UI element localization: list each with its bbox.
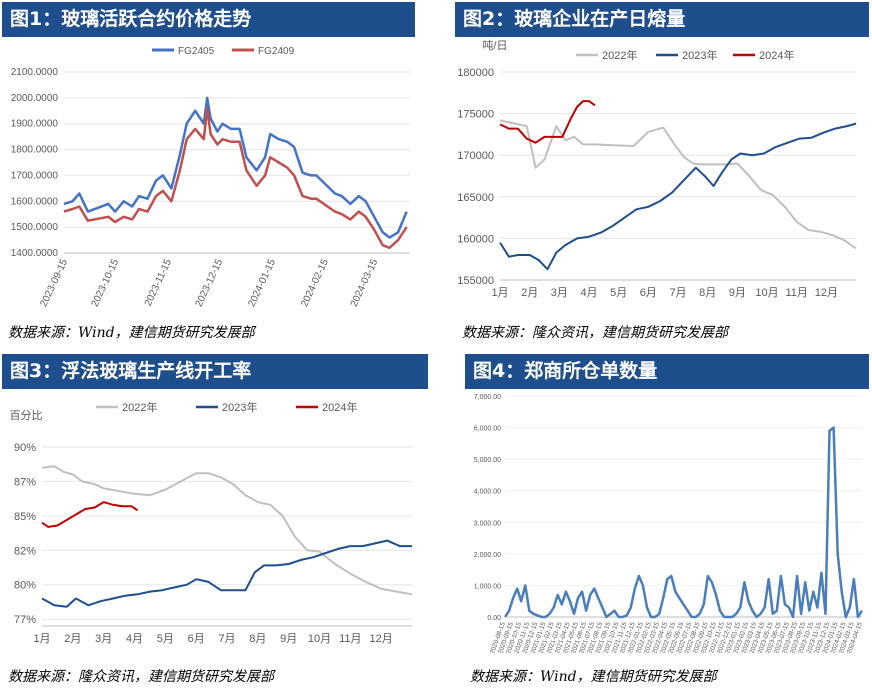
x-tick-label: 2024-01-15 [246, 257, 278, 308]
legend-label-2024年: 2024年 [322, 400, 357, 414]
legend-label-2023年: 2023年 [222, 400, 257, 414]
panel1-title: 图1：玻璃活跃合约价格走势 [10, 8, 252, 30]
y-tick-label: 87% [14, 476, 36, 488]
x-tick-label: 2月 [64, 633, 81, 645]
x-tick-label: 2023-11-15 [143, 257, 174, 308]
x-tick-label: 2023-10-15 [90, 257, 122, 308]
x-tick-label: 11月 [339, 633, 361, 645]
legend-label-2023年: 2023年 [682, 48, 717, 62]
y-tick-label: 2100.0000 [11, 67, 59, 78]
x-tick-label: 4月 [126, 633, 143, 645]
x-tick-label: 9月 [280, 633, 297, 645]
y-tick-label: 2000.0000 [11, 93, 59, 104]
x-tick-label: 7月 [669, 287, 686, 299]
y-tick-label: 1400.0000 [11, 248, 59, 259]
chart-float-glass-rate: 77% 80% 82% 85% 87% 90% 1月 2月 3月 4月 5月 6月 7月 8月 9月 10月 1… [10, 400, 413, 645]
x-tick-label: 2024-02-15 [299, 257, 331, 308]
legend-label-FG2409: FG2409 [258, 46, 295, 57]
x-tick-label: 12月 [370, 633, 393, 645]
y-tick-label: 1700.0000 [11, 170, 59, 181]
panel4-title: 图4：郑商所仓单数量 [473, 360, 658, 382]
x-tick-label: 1月 [33, 633, 50, 645]
x-tick-label: 3月 [95, 633, 112, 645]
x-tick-label: 8月 [699, 287, 716, 299]
legend-label-2022年: 2022年 [122, 400, 157, 414]
panel2-title: 图2：玻璃企业在产日熔量 [463, 8, 686, 30]
unit-label: 吨/日 [482, 39, 507, 52]
x-tick-label: 7月 [218, 633, 235, 645]
panel1-header: 图1：玻璃活跃合约价格走势 [2, 2, 415, 37]
y-tick-label: 160000 [457, 233, 494, 245]
x-tick-label: 8月 [249, 633, 266, 645]
panel2-source: 数据来源：隆众资讯，建信期货研究发展部 [462, 325, 728, 341]
unit-label: 百分比 [10, 409, 43, 422]
x-tick-label: 10月 [755, 287, 778, 299]
x-tick-label: 2024-03-15 [349, 257, 381, 308]
panel1-source: 数据来源：Wind，建信期货研究发展部 [8, 325, 255, 341]
y-tick-label: 1500.0000 [11, 222, 59, 233]
x-tick-label: 3月 [551, 287, 568, 299]
y-tick-label: 1900.0000 [11, 119, 59, 130]
x-tick-label: 9月 [729, 287, 746, 299]
x-tick-label: 12月 [815, 287, 838, 299]
y-tick-label: 155000 [457, 275, 494, 287]
panel4-source: 数据来源：Wind，建信期货研究发展部 [470, 669, 717, 685]
y-tick-label: 6,000.00 [474, 426, 501, 433]
x-tick-label: 5月 [610, 287, 627, 299]
y-tick-label: 82% [14, 545, 36, 557]
panel4-header: 图4：郑商所仓单数量 [465, 354, 869, 389]
legend-label-2022年: 2022年 [602, 48, 637, 62]
x-tick-label: 11月 [785, 287, 807, 299]
y-tick-label: 2,000.00 [474, 552, 501, 559]
panel3-source: 数据来源：隆众资讯，建信期货研究发展部 [8, 669, 274, 685]
y-tick-label: 1,000.00 [474, 583, 501, 590]
x-tick-label: 1月 [491, 287, 508, 299]
panel2-header: 图2：玻璃企业在产日熔量 [455, 2, 869, 37]
series-line-receipts [503, 426, 864, 619]
series-line-2022年 [499, 119, 857, 250]
x-tick-label: 6月 [188, 633, 205, 645]
y-tick-label: 85% [14, 511, 36, 523]
y-tick-label: 165000 [457, 192, 494, 204]
y-tick-label: 4,000.00 [474, 489, 501, 496]
series-line-2024年 [499, 100, 596, 144]
chart-warehouse-receipts: 0.00 1,000.00 2,000.00 3,000.00 4,000.00 5,00… [474, 394, 864, 653]
series-line-2024年 [41, 501, 139, 528]
x-tick-label: 6月 [640, 287, 657, 299]
y-tick-label: 180000 [457, 67, 494, 79]
y-tick-label: 3,000.00 [474, 520, 501, 527]
x-tick-label: 5月 [157, 633, 174, 645]
y-tick-label: 175000 [457, 109, 494, 121]
series-line-2023年 [41, 539, 412, 608]
y-tick-label: 1600.0000 [11, 196, 59, 207]
y-tick-label: 1800.0000 [11, 145, 59, 156]
x-tick-label: 2月 [521, 287, 538, 299]
x-tick-label: 2023-12-15 [194, 257, 226, 308]
y-tick-label: 7,000.00 [474, 394, 501, 401]
y-tick-label: 77% [14, 614, 36, 626]
chart-fg-price: 1400.0000 1500.0000 1600.0000 1700.0000 1800… [11, 46, 410, 309]
series-line-FG2405 [63, 96, 408, 239]
legend-label-FG2405: FG2405 [178, 46, 215, 57]
panel3-header: 图3：浮法玻璃生产线开工率 [2, 354, 428, 389]
panel3-title: 图3：浮法玻璃生产线开工率 [10, 360, 252, 382]
x-tick-label: 10月 [308, 633, 331, 645]
legend-label-2024年: 2024年 [759, 48, 794, 62]
y-tick-label: 0.00 [487, 615, 501, 622]
x-tick-label: 4月 [580, 287, 597, 299]
y-tick-label: 5,000.00 [474, 457, 501, 464]
y-tick-label: 80% [14, 580, 36, 592]
chart-daily-melt: 155000 160000 165000 170000 175000 180000 1月 2月… [457, 39, 857, 299]
y-tick-label: 90% [14, 442, 36, 454]
series-line-FG2409 [63, 106, 408, 250]
series-line-2022年 [41, 465, 413, 596]
y-tick-label: 170000 [457, 150, 494, 162]
x-tick-label: 2023-09-15 [39, 257, 71, 308]
series-line-2023年 [499, 122, 857, 271]
